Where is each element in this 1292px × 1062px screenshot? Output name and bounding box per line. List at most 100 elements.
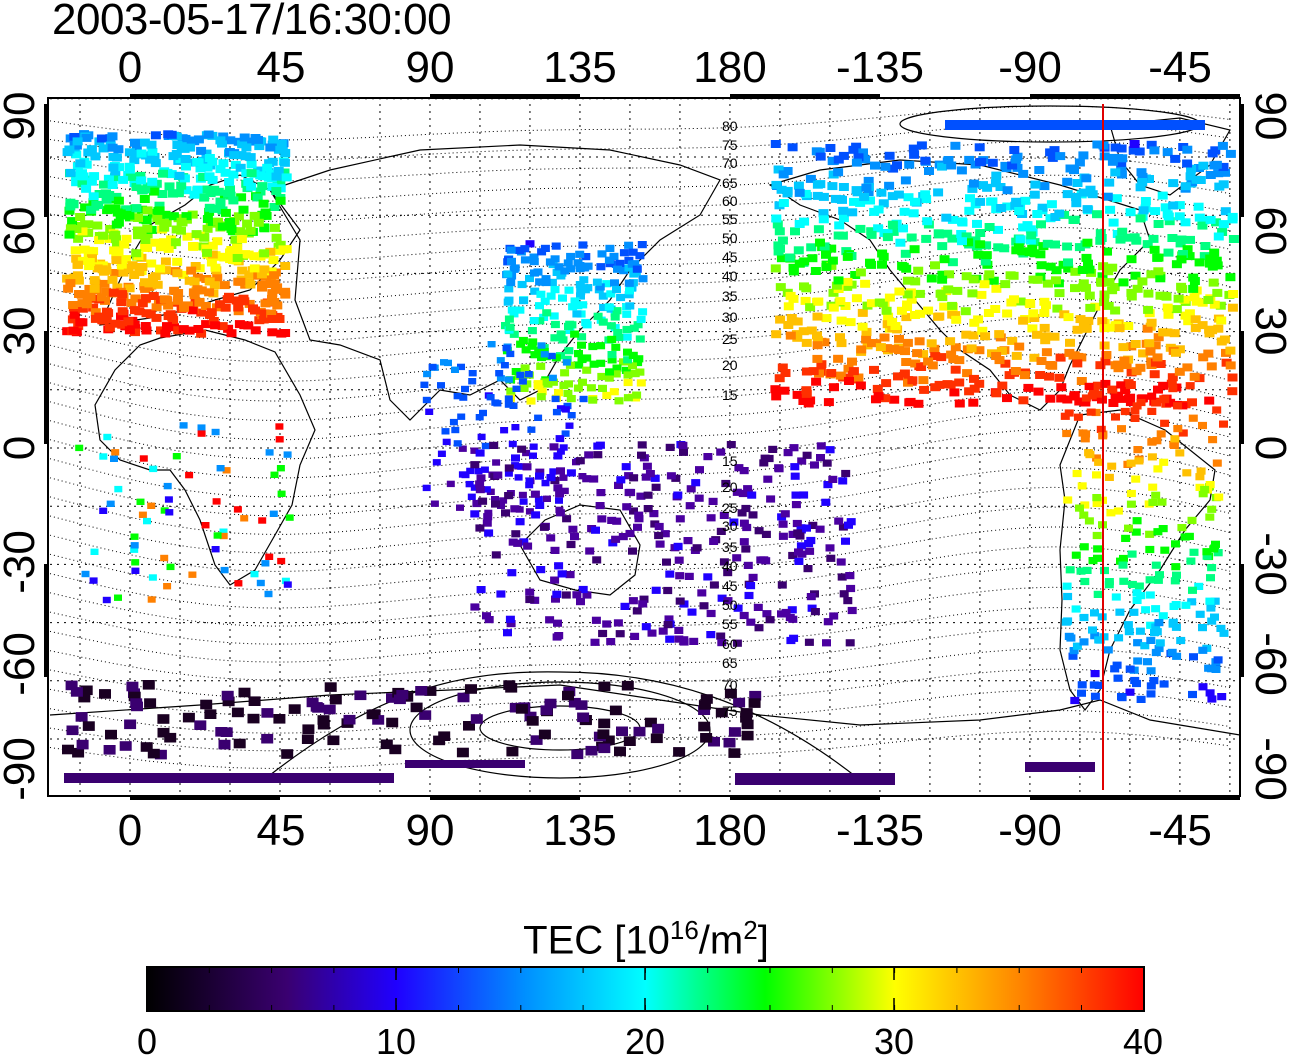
tec-cell	[1159, 395, 1169, 403]
tec-cell	[161, 258, 171, 266]
tec-cell	[247, 169, 257, 177]
tec-cell	[1114, 675, 1123, 682]
tec-cell	[676, 515, 685, 522]
tec-cell	[891, 322, 901, 330]
tec-cell	[137, 150, 147, 158]
tec-cell	[1218, 142, 1228, 150]
tec-cell	[164, 733, 176, 743]
tec-cell	[763, 476, 772, 483]
tec-cell	[64, 146, 74, 154]
tec-cell	[92, 222, 102, 230]
tec-cell	[576, 457, 585, 464]
tec-cell	[828, 476, 837, 483]
tec-cell	[481, 467, 489, 473]
tec-cell	[90, 577, 98, 583]
tec-cell	[1074, 414, 1083, 421]
tec-cell	[506, 324, 515, 331]
tec-cell	[667, 472, 676, 479]
tec-cell	[1011, 156, 1021, 164]
tec-cell	[193, 285, 203, 293]
tec-cell	[516, 372, 524, 378]
tec-cell	[525, 589, 534, 596]
tec-cell	[1039, 298, 1049, 306]
tec-cell	[1006, 271, 1016, 279]
tec-cell	[1159, 459, 1168, 466]
tec-cell	[994, 330, 1004, 338]
tec-cell	[536, 363, 545, 370]
tec-cell	[216, 165, 226, 173]
contour-label: 20	[722, 357, 738, 373]
tec-cell	[354, 691, 366, 701]
tec-cell	[909, 151, 919, 159]
tec-cell	[958, 219, 968, 227]
tec-cell	[99, 453, 107, 459]
tec-cell	[947, 302, 957, 310]
tec-cell	[996, 204, 1006, 212]
tec-cell	[105, 730, 117, 740]
tec-cell	[84, 262, 94, 270]
tec-cell	[214, 532, 222, 538]
tec-cell	[239, 688, 251, 698]
tec-cell	[1153, 267, 1163, 275]
tec-cell	[171, 238, 181, 246]
tec-cell	[845, 572, 854, 579]
tec-cell	[613, 307, 622, 314]
tec-cell	[920, 190, 930, 198]
tec-cell	[555, 263, 564, 270]
tec-cell	[968, 399, 978, 407]
tec-cell	[779, 199, 789, 207]
tec-cell	[78, 299, 88, 307]
tec-cell	[1137, 399, 1146, 406]
tec-cell	[611, 344, 620, 351]
tec-cell	[1047, 200, 1057, 208]
tec-cell	[104, 745, 116, 755]
tec-cell	[568, 412, 576, 418]
tec-cell	[451, 367, 459, 373]
tec-cell	[809, 367, 819, 375]
tec-cell	[755, 527, 764, 534]
tec-cell	[1081, 435, 1090, 442]
tec-cell	[553, 452, 562, 459]
tec-cell	[277, 140, 287, 148]
tec-cell	[1094, 636, 1103, 643]
right-lat-label: -30	[1246, 532, 1292, 596]
tec-cell	[838, 207, 848, 215]
tec-cell	[212, 429, 220, 435]
tec-cell	[1071, 199, 1081, 207]
tec-cell	[907, 234, 917, 242]
tec-cell	[530, 444, 538, 450]
tec-cell	[233, 254, 243, 262]
tec-cell	[423, 485, 431, 491]
tec-cell	[108, 144, 118, 152]
tec-cell	[177, 218, 187, 226]
tec-cell	[251, 571, 259, 577]
tec-cell	[1157, 430, 1166, 437]
tec-cell	[276, 330, 286, 338]
tec-cell	[547, 474, 556, 481]
tec-cell	[1198, 162, 1208, 170]
tec-cell	[444, 360, 452, 366]
tec-cell	[576, 598, 585, 605]
tec-cell	[541, 351, 549, 357]
tec-cell	[843, 278, 853, 286]
tec-cell	[566, 423, 574, 429]
tec-cell	[163, 583, 171, 589]
tec-cell	[903, 339, 913, 347]
tec-cell	[207, 259, 217, 267]
tec-cell	[1093, 391, 1102, 398]
tec-cell	[834, 221, 844, 229]
tec-cell	[749, 698, 761, 708]
tec-cell	[437, 382, 445, 388]
tec-cell	[504, 492, 513, 499]
contour-label: 60	[722, 636, 738, 652]
tec-cell	[833, 355, 843, 363]
tec-cell	[637, 379, 646, 386]
tec-cell	[77, 318, 87, 326]
tec-cell	[740, 538, 749, 545]
tec-cell	[1150, 207, 1160, 215]
tec-cell	[834, 276, 844, 284]
tec-cell	[139, 512, 147, 518]
tec-cell	[552, 243, 561, 250]
tec-cell	[1170, 155, 1180, 163]
tec-cell	[1185, 533, 1194, 540]
